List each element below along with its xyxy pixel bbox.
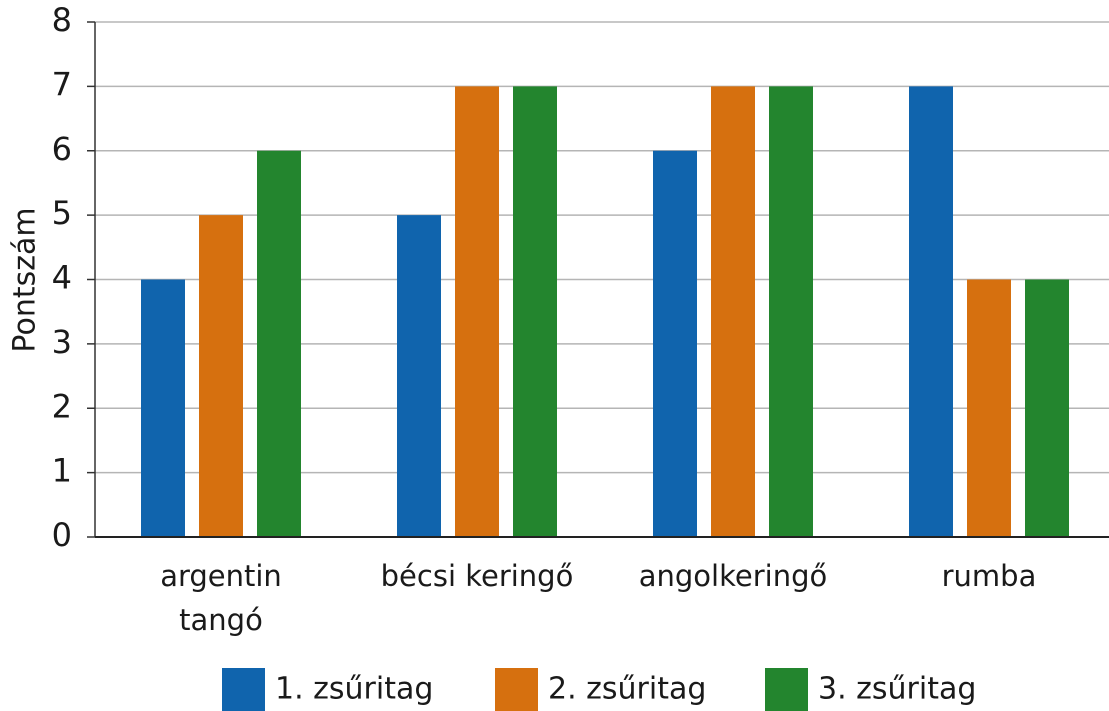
y-tick-label: 3 — [52, 323, 72, 361]
bar — [967, 280, 1011, 538]
y-tick-label: 7 — [52, 65, 72, 103]
bar — [769, 86, 813, 537]
legend-swatch — [495, 668, 538, 711]
bar — [653, 151, 697, 537]
y-tick-label: 1 — [52, 452, 72, 490]
bar — [199, 215, 243, 537]
bar — [455, 86, 499, 537]
bar — [397, 215, 441, 537]
y-tick-label: 4 — [52, 259, 72, 297]
legend-label: 2. zsűritag — [548, 672, 706, 707]
legend-swatch — [222, 668, 265, 711]
y-tick-label: 6 — [52, 130, 72, 168]
legend-label: 3. zsűritag — [818, 672, 976, 707]
x-tick-label: bécsi keringő — [349, 554, 605, 598]
y-tick-label: 5 — [52, 194, 72, 232]
y-tick-label: 8 — [52, 1, 72, 39]
y-tick-label: 2 — [52, 387, 72, 425]
x-tick-label: argentin tangó — [93, 554, 349, 642]
bar — [257, 151, 301, 537]
y-tick-label: 0 — [52, 516, 72, 554]
y-axis-label: Pontszám — [8, 207, 43, 352]
x-tick-label: rumba — [861, 554, 1109, 598]
bar — [1025, 280, 1069, 538]
page: Pontszám 0 1 2 3 4 5 6 7 8 1. zsűritag 2. zsűritag… — [0, 0, 1109, 711]
bar — [141, 280, 185, 538]
bar — [513, 86, 557, 537]
legend-swatch — [765, 668, 808, 711]
bar — [909, 86, 953, 537]
legend-label: 1. zsűritag — [275, 672, 433, 707]
x-tick-label: angolkeringő — [605, 554, 861, 598]
bar — [711, 86, 755, 537]
